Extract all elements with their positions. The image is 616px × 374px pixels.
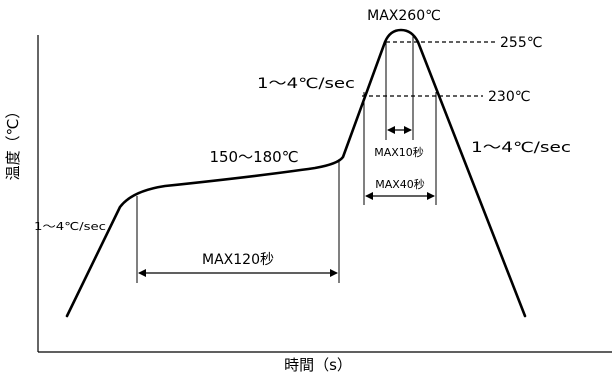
y-axis-label: 温度（℃） [4,104,22,181]
temp-255-label: 255℃ [500,35,542,51]
peak-temp-label: MAX260℃ [367,8,441,24]
peak-time-label: MAX10秒 [374,145,424,159]
soak-time-label: MAX120秒 [202,252,274,268]
temp-230-label: 230℃ [488,89,530,105]
ramp-up-rate-reflow-label: 1～4℃/sec [257,76,355,92]
ramp-down-rate-label: 1～4℃/sec [471,140,571,156]
ramp-up-rate-preheat-label: 1～4℃/sec [34,220,106,233]
reflow-time-label: MAX40秒 [375,177,425,191]
x-axis-label: 時間（s） [284,356,352,374]
soak-temp-range-label: 150～180℃ [209,148,298,166]
temperature-profile-curve [65,28,527,318]
